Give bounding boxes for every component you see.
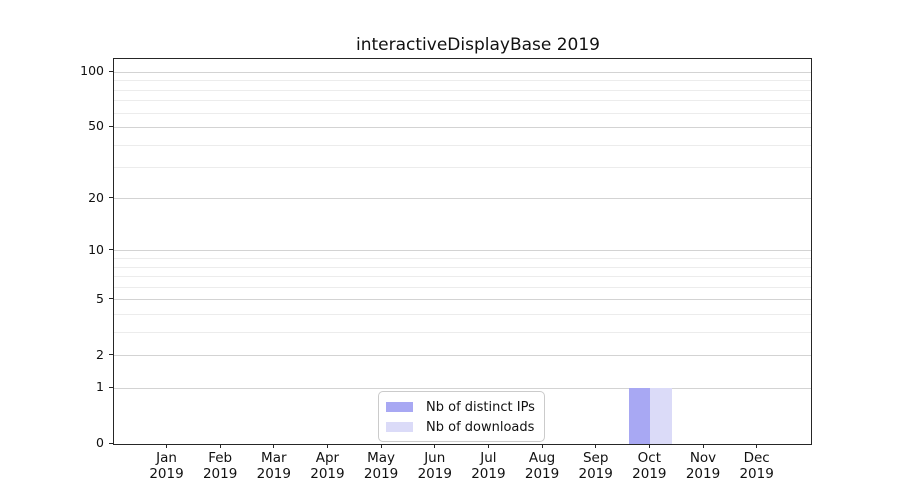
- chart-title: interactiveDisplayBase 2019: [355, 35, 601, 55]
- x-tick-year: 2019: [739, 465, 774, 482]
- plot-area: [113, 58, 812, 445]
- x-tick-mark-apr: [326, 444, 328, 448]
- y-tick-label-0: 0: [96, 435, 104, 450]
- x-tick-label-sep: Sep 2019: [564, 450, 628, 482]
- gridline-y-4: [114, 313, 811, 315]
- x-tick-month: Jul: [480, 450, 497, 466]
- x-tick-label-dec: Dec 2019: [725, 450, 789, 482]
- x-tick-mark-jun: [434, 444, 436, 448]
- y-tick-label-100: 100: [80, 63, 104, 79]
- x-tick-label-may: May 2019: [349, 450, 413, 482]
- x-tick-label-nov: Nov 2019: [671, 450, 735, 482]
- x-tick-month: Apr: [315, 450, 340, 466]
- legend-label-nb-of-distinct-ips: Nb of distinct IPs: [426, 399, 535, 415]
- y-tick-mark-1: [109, 386, 113, 388]
- y-tick-mark-0: [109, 442, 113, 444]
- x-tick-year: 2019: [471, 465, 506, 482]
- x-tick-year: 2019: [632, 465, 667, 482]
- gridline-y-9: [114, 258, 811, 260]
- bar-nb-of-distinct-ips-oct: [628, 388, 651, 444]
- gridline-y-5: [114, 299, 811, 301]
- gridline-y-40: [114, 144, 811, 146]
- x-tick-month: Mar: [261, 450, 287, 466]
- y-tick-mark-5: [109, 298, 113, 300]
- x-tick-month: Sep: [582, 450, 609, 466]
- legend-label-nb-of-downloads: Nb of downloads: [426, 419, 535, 435]
- gridline-y-30: [114, 167, 811, 169]
- legend-row-nb-of-distinct-ips: Nb of distinct IPs: [386, 397, 536, 417]
- x-tick-label-oct: Oct 2019: [617, 450, 681, 482]
- x-tick-mark-feb: [219, 444, 221, 448]
- gridline-y-50: [114, 126, 811, 128]
- y-tick-mark-10: [109, 249, 113, 251]
- x-tick-label-jul: Jul 2019: [456, 450, 520, 482]
- x-tick-mark-aug: [541, 444, 543, 448]
- x-tick-mark-oct: [648, 444, 650, 448]
- legend-swatch-nb-of-distinct-ips: [386, 402, 413, 412]
- x-tick-month: Jan: [156, 450, 177, 466]
- gridline-y-7: [114, 276, 811, 278]
- gridline-y-60: [114, 112, 811, 114]
- x-tick-month: Nov: [689, 450, 717, 466]
- x-tick-mark-dec: [756, 444, 758, 448]
- x-tick-year: 2019: [578, 465, 613, 482]
- y-tick-label-20: 20: [88, 189, 104, 205]
- x-tick-month: Oct: [637, 450, 662, 466]
- gridline-y-6: [114, 286, 811, 288]
- legend-swatch-nb-of-downloads: [386, 422, 413, 432]
- y-tick-label-10: 10: [88, 241, 104, 257]
- y-tick-label-2: 2: [96, 346, 104, 362]
- y-tick-mark-20: [109, 197, 113, 199]
- gridline-y-2: [114, 355, 811, 357]
- x-tick-year: 2019: [417, 465, 452, 482]
- y-tick-label-50: 50: [88, 118, 104, 134]
- y-tick-label-5: 5: [96, 290, 104, 306]
- x-tick-mark-jan: [166, 444, 167, 448]
- y-tick-mark-50: [109, 125, 113, 127]
- x-tick-year: 2019: [256, 465, 291, 482]
- x-tick-label-mar: Mar 2019: [242, 450, 306, 482]
- gridline-y-100: [114, 71, 811, 73]
- x-tick-label-jan: Jan 2019: [135, 450, 199, 482]
- x-tick-year: 2019: [149, 465, 184, 482]
- x-tick-year: 2019: [685, 465, 721, 482]
- x-tick-label-aug: Aug 2019: [510, 450, 574, 482]
- x-tick-mark-nov: [702, 444, 704, 448]
- x-tick-label-apr: Apr 2019: [295, 450, 359, 482]
- x-tick-label-jun: Jun 2019: [403, 450, 467, 482]
- x-tick-year: 2019: [524, 465, 560, 482]
- legend: Nb of distinct IPs Nb of downloads: [378, 391, 545, 442]
- bar-nb-of-downloads-oct: [650, 388, 672, 444]
- x-tick-month: Aug: [528, 450, 556, 466]
- y-tick-mark-2: [109, 354, 113, 356]
- gridline-y-1: [114, 387, 811, 389]
- y-tick-mark-100: [109, 70, 113, 72]
- gridline-y-20: [114, 198, 811, 200]
- gridline-y-8: [114, 266, 811, 268]
- x-tick-year: 2019: [310, 465, 345, 482]
- legend-row-nb-of-downloads: Nb of downloads: [386, 417, 536, 437]
- x-tick-mark-sep: [595, 444, 597, 448]
- x-tick-month: Dec: [743, 450, 770, 466]
- gridline-y-70: [114, 100, 811, 102]
- x-tick-mark-jul: [487, 444, 489, 448]
- x-tick-month: May: [367, 450, 396, 466]
- gridline-y-3: [114, 331, 811, 333]
- y-tick-label-1: 1: [96, 379, 104, 395]
- gridline-y-10: [114, 250, 811, 252]
- x-tick-month: Jun: [424, 450, 446, 466]
- x-tick-mark-may: [380, 444, 382, 448]
- gridline-y-90: [114, 80, 811, 82]
- gridline-y-80: [114, 89, 811, 91]
- x-tick-year: 2019: [202, 465, 238, 482]
- x-tick-label-feb: Feb 2019: [188, 450, 252, 482]
- x-tick-month: Feb: [208, 450, 233, 466]
- x-tick-mark-mar: [273, 444, 275, 448]
- x-tick-year: 2019: [363, 465, 399, 482]
